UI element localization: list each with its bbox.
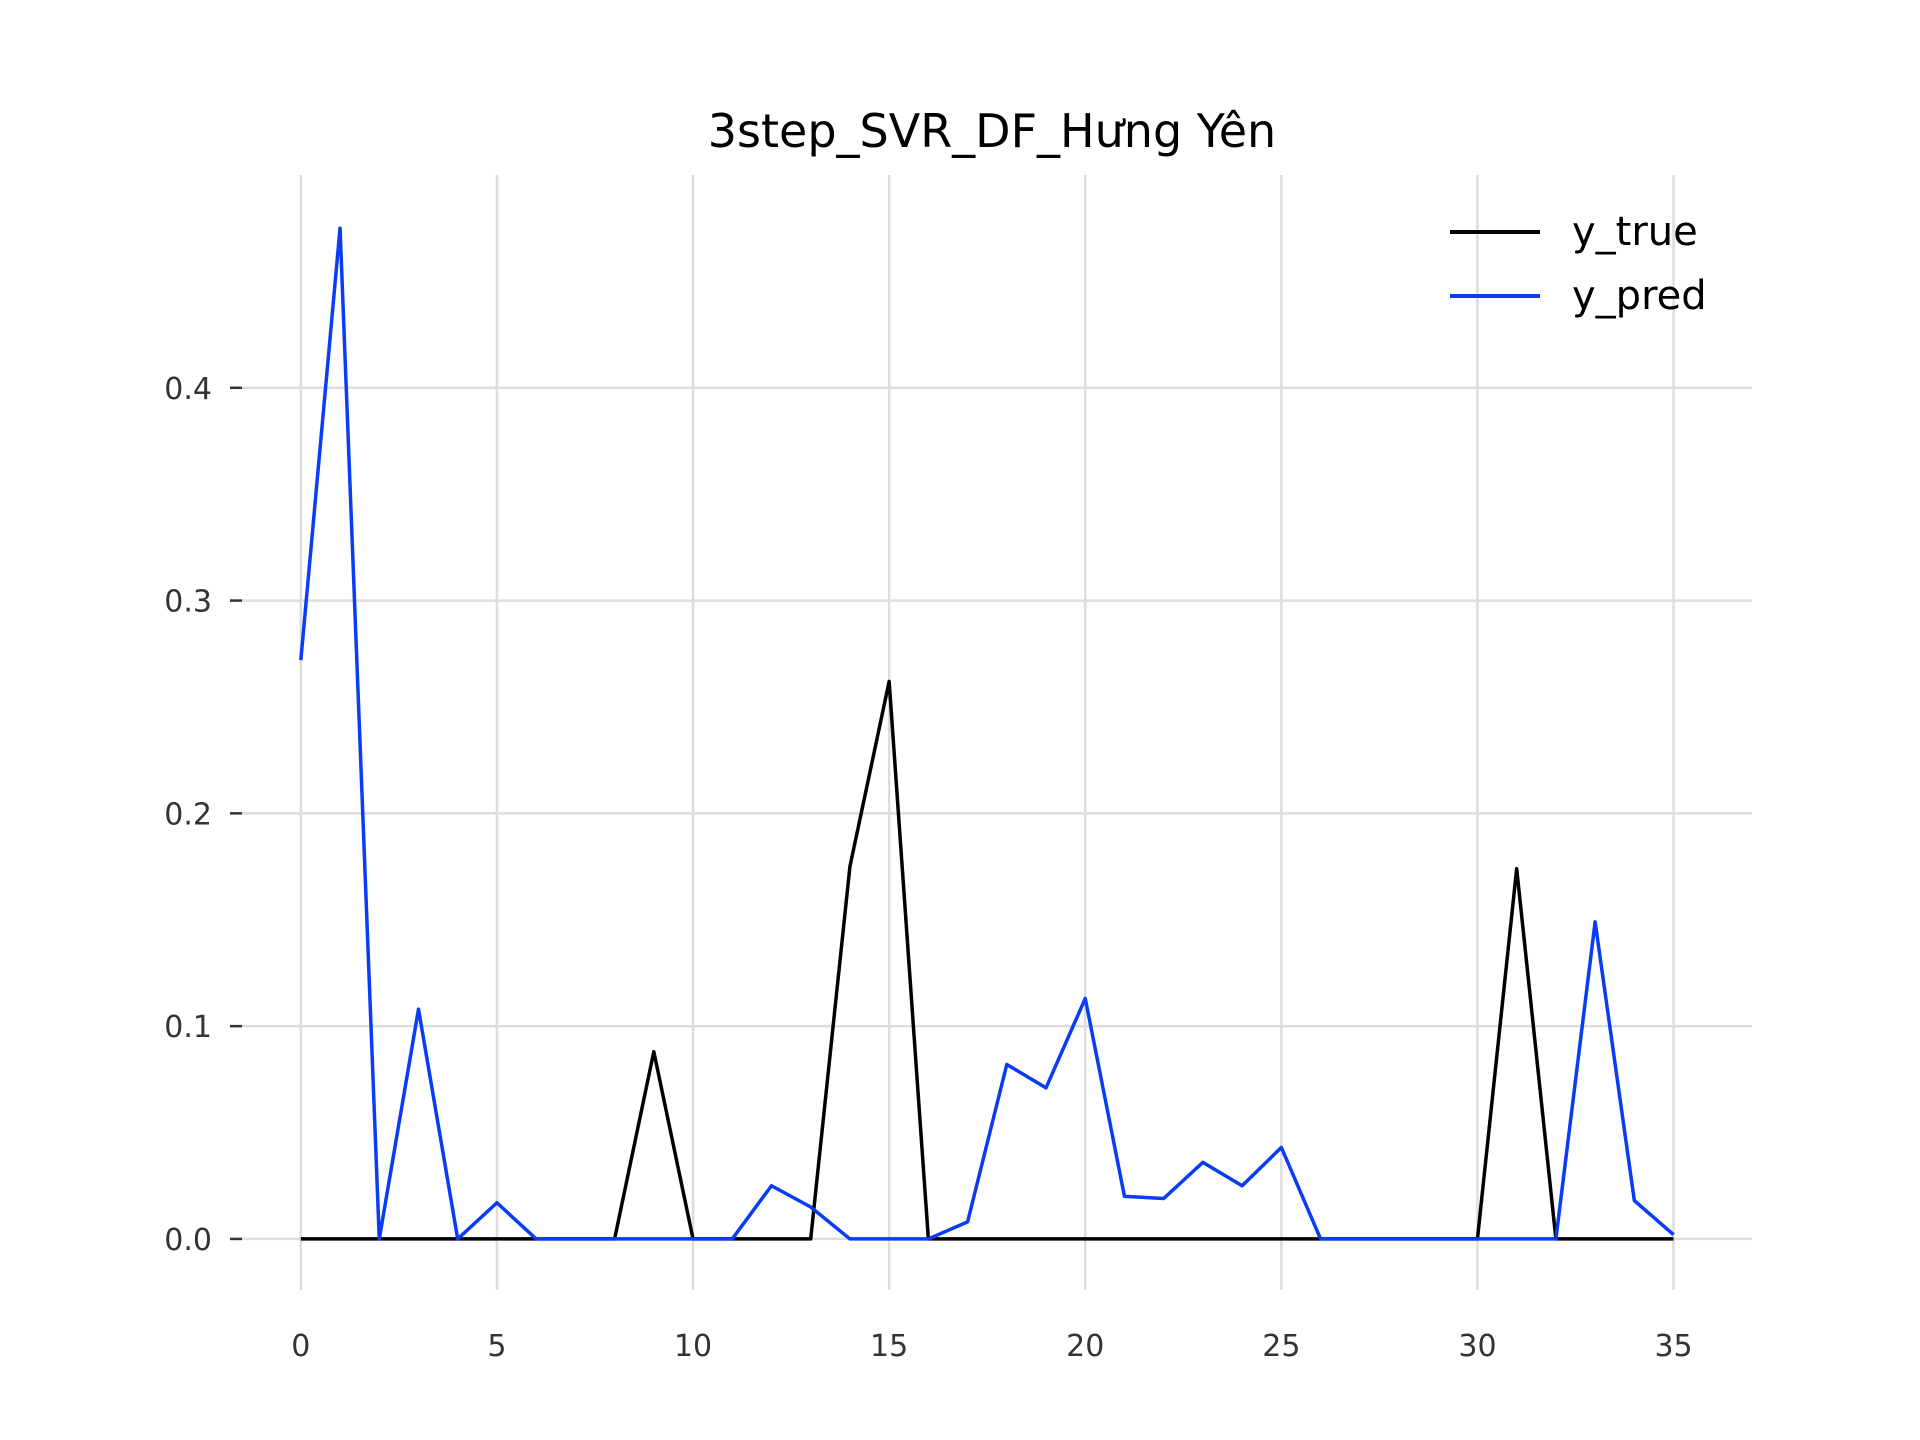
- y-tick-label: 0.2: [164, 797, 212, 832]
- series-line-y_pred: [299, 226, 1675, 1241]
- x-tick-label: 35: [1654, 1329, 1692, 1364]
- series-lines: [299, 226, 1675, 1241]
- x-tick-label: 15: [870, 1329, 908, 1364]
- axis-ticks: 0 5 10 15 20 25 30 35 0.0 0.1 0.2 0.3 0.4: [164, 372, 1692, 1364]
- x-tick-label: 10: [674, 1329, 712, 1364]
- y-tick-label: 0.4: [164, 372, 212, 407]
- legend-label-y_true: y_true: [1572, 209, 1698, 255]
- x-tick-label: 30: [1458, 1329, 1496, 1364]
- legend: y_true y_pred: [1450, 209, 1707, 319]
- grid: [242, 175, 1752, 1290]
- x-tick-label: 20: [1066, 1329, 1104, 1364]
- x-tick-label: 25: [1262, 1329, 1300, 1364]
- y-tick-label: 0.1: [164, 1010, 212, 1045]
- series-line-y_true: [300, 679, 1674, 1241]
- y-tick-label: 0.3: [164, 585, 212, 620]
- legend-label-y_pred: y_pred: [1572, 273, 1707, 319]
- chart-title: 3step_SVR_DF_Hưng Yên: [708, 104, 1276, 158]
- x-tick-label: 5: [487, 1329, 506, 1364]
- y-tick-label: 0.0: [164, 1223, 212, 1258]
- x-tick-label: 0: [291, 1329, 310, 1364]
